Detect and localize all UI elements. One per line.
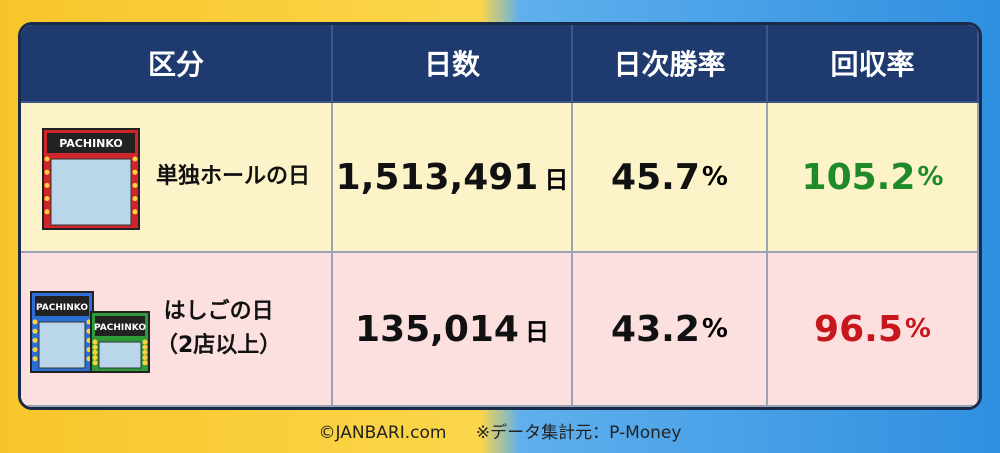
copyright: ©JANBARI.com: [318, 423, 447, 443]
value: 1,513,491: [335, 156, 539, 198]
value: 45.7: [611, 156, 700, 198]
icon-label: PACHINKO: [36, 303, 88, 313]
row-label: 単独ホールの日: [156, 160, 310, 194]
row-label-line: （2店以上）: [156, 333, 282, 358]
value: 96.5: [814, 308, 903, 350]
icon-label: PACHINKO: [59, 137, 123, 150]
category-cell: PACHINKO PACHINKO はしごの日 （2店以上）: [21, 253, 333, 407]
category-cell: PACHINKO 単独ホールの日: [21, 103, 333, 253]
unit: %: [917, 162, 944, 192]
row-label: はしごの日 （2店以上）: [156, 295, 281, 363]
value-cell: 43.2%: [573, 253, 768, 407]
icon: PACHINKO PACHINKO: [30, 291, 150, 373]
icon-label: PACHINKO: [94, 323, 146, 333]
value-cell: 105.2%: [768, 103, 979, 253]
value-cell: 96.5%: [768, 253, 979, 407]
value-cell: 1,513,491 日: [333, 103, 573, 253]
building-icon: PACHINKO: [90, 311, 150, 373]
value-cell: 135,014 日: [333, 253, 573, 407]
icon: PACHINKO: [42, 128, 140, 230]
source-note: ※データ集計元：P-Money: [475, 423, 682, 443]
unit: 日: [544, 165, 569, 194]
value-cell: 45.7%: [573, 103, 768, 253]
unit: %: [904, 314, 931, 344]
value: 105.2: [801, 156, 916, 198]
header-cell: 日次勝率: [573, 25, 768, 103]
footer: ©JANBARI.com ※データ集計元：P-Money: [0, 418, 1000, 443]
value: 43.2: [611, 308, 700, 350]
header-cell: 区分: [21, 25, 333, 103]
header-cell: 日数: [333, 25, 573, 103]
unit: %: [701, 314, 728, 344]
row-label-line: 単独ホールの日: [156, 164, 311, 189]
row-label-line: はしごの日: [163, 299, 274, 324]
value: 135,014: [355, 308, 519, 350]
building-icon: PACHINKO: [42, 128, 140, 230]
building-icon: PACHINKO: [30, 291, 94, 373]
unit: %: [701, 162, 728, 192]
header-cell: 回収率: [768, 25, 979, 103]
table: 区分 日数 日次勝率 回収率 PACHINKO 単独ホールの日 1,513,491 日 45.…: [18, 22, 982, 410]
unit: 日: [524, 317, 549, 346]
